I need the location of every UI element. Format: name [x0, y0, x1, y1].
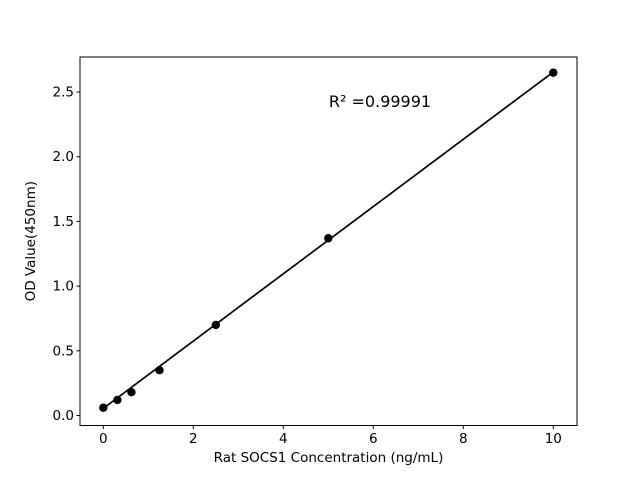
x-tick-label: 6 [369, 431, 378, 447]
y-tick-label: 0.0 [53, 408, 74, 424]
data-series [99, 68, 558, 412]
x-tick-label: 4 [279, 431, 288, 447]
y-tick-label: 2.0 [53, 149, 74, 165]
y-tick-label: 2.5 [53, 85, 74, 101]
x-axis-label: Rat SOCS1 Concentration (ng/mL) [214, 450, 444, 466]
y-tick-label: 0.5 [53, 343, 74, 359]
data-point [127, 387, 136, 397]
data-point [113, 395, 122, 405]
y-tick-label: 1.0 [53, 279, 74, 295]
x-tick-label: 8 [459, 431, 468, 447]
data-point [155, 366, 164, 375]
x-tick-label: 2 [189, 431, 198, 447]
data-point [549, 68, 558, 77]
axis-ticks: 0 2 4 6 8 10 0.0 0.5 1.0 1.5 2.0 2.5 [53, 85, 562, 447]
y-tick-label: 1.5 [53, 214, 74, 230]
x-tick-label: 10 [545, 431, 562, 447]
data-point [324, 234, 333, 243]
plot-frame [79, 56, 578, 426]
data-point [211, 320, 221, 330]
y-axis-label: OD Value(450nm) [23, 181, 39, 301]
x-tick-label: 0 [99, 431, 108, 447]
r-squared-annotation: R² =0.99991 [329, 92, 431, 111]
data-point [99, 403, 108, 412]
